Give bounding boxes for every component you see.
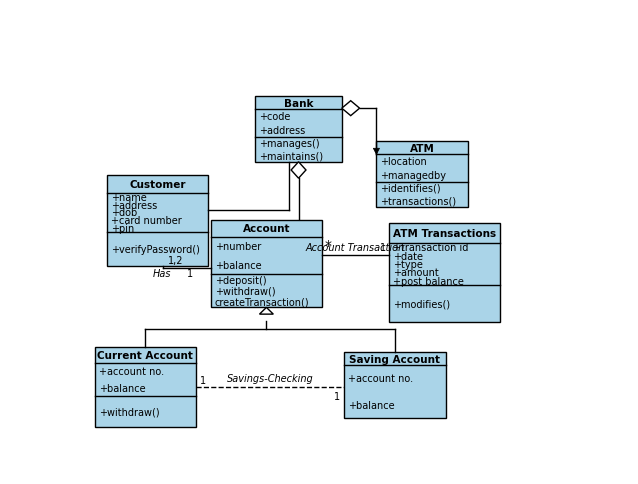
Text: +card number: +card number xyxy=(111,215,182,226)
Text: Customer: Customer xyxy=(130,180,186,190)
Text: +identifies(): +identifies() xyxy=(380,183,441,194)
Text: +location: +location xyxy=(380,157,427,167)
Text: +number: +number xyxy=(215,242,261,252)
Text: +dob: +dob xyxy=(111,208,137,218)
Text: Savings-Checking: Savings-Checking xyxy=(226,373,313,383)
Text: ATM Transactions: ATM Transactions xyxy=(393,229,496,239)
Text: 1: 1 xyxy=(200,375,206,385)
Text: +maintains(): +maintains() xyxy=(259,151,323,161)
Text: +address: +address xyxy=(259,126,306,136)
Text: *: * xyxy=(325,238,332,252)
Text: +balance: +balance xyxy=(348,400,395,409)
Polygon shape xyxy=(291,163,306,179)
Text: +post balance: +post balance xyxy=(393,276,464,286)
Text: createTransaction(): createTransaction() xyxy=(215,297,309,307)
Text: Has: Has xyxy=(152,269,171,279)
Polygon shape xyxy=(373,149,380,155)
Polygon shape xyxy=(260,308,273,315)
Text: 1: 1 xyxy=(188,269,193,279)
Text: +withdraw(): +withdraw() xyxy=(98,407,159,417)
Text: +transactions(): +transactions() xyxy=(380,196,457,206)
Bar xyxy=(255,97,342,163)
Text: +name: +name xyxy=(111,193,147,203)
Text: +amount: +amount xyxy=(393,268,438,278)
Bar xyxy=(389,224,500,323)
Bar xyxy=(211,220,322,308)
Text: Saving Account: Saving Account xyxy=(350,354,440,364)
Text: +account no.: +account no. xyxy=(348,374,413,384)
Text: +balance: +balance xyxy=(215,260,262,270)
Text: +withdraw(): +withdraw() xyxy=(215,286,276,296)
Text: +date: +date xyxy=(393,251,423,261)
Text: Bank: Bank xyxy=(284,99,313,109)
Text: +address: +address xyxy=(111,200,157,210)
Bar xyxy=(345,352,445,418)
Text: 1,2: 1,2 xyxy=(168,256,183,265)
Text: +verifyPassword(): +verifyPassword() xyxy=(111,244,200,255)
Bar xyxy=(376,142,468,207)
Text: 1: 1 xyxy=(380,242,387,252)
Text: +code: +code xyxy=(259,112,291,122)
Text: 1: 1 xyxy=(334,392,340,401)
Text: +pin: +pin xyxy=(111,223,134,233)
Bar xyxy=(94,347,196,427)
Text: +type: +type xyxy=(393,259,422,270)
Text: +transaction id: +transaction id xyxy=(393,243,468,253)
Text: +account no.: +account no. xyxy=(98,366,164,377)
Polygon shape xyxy=(342,102,360,117)
Text: +manages(): +manages() xyxy=(259,139,320,149)
Text: +modifies(): +modifies() xyxy=(393,299,450,309)
Text: ATM: ATM xyxy=(410,143,434,153)
Text: +deposit(): +deposit() xyxy=(215,275,266,285)
Text: Account: Account xyxy=(242,224,290,234)
Text: +managedby: +managedby xyxy=(380,170,447,181)
Text: Account Transaction: Account Transaction xyxy=(306,242,405,252)
Text: +balance: +balance xyxy=(98,383,145,393)
Bar xyxy=(107,176,208,267)
Text: Current Account: Current Account xyxy=(98,350,193,360)
